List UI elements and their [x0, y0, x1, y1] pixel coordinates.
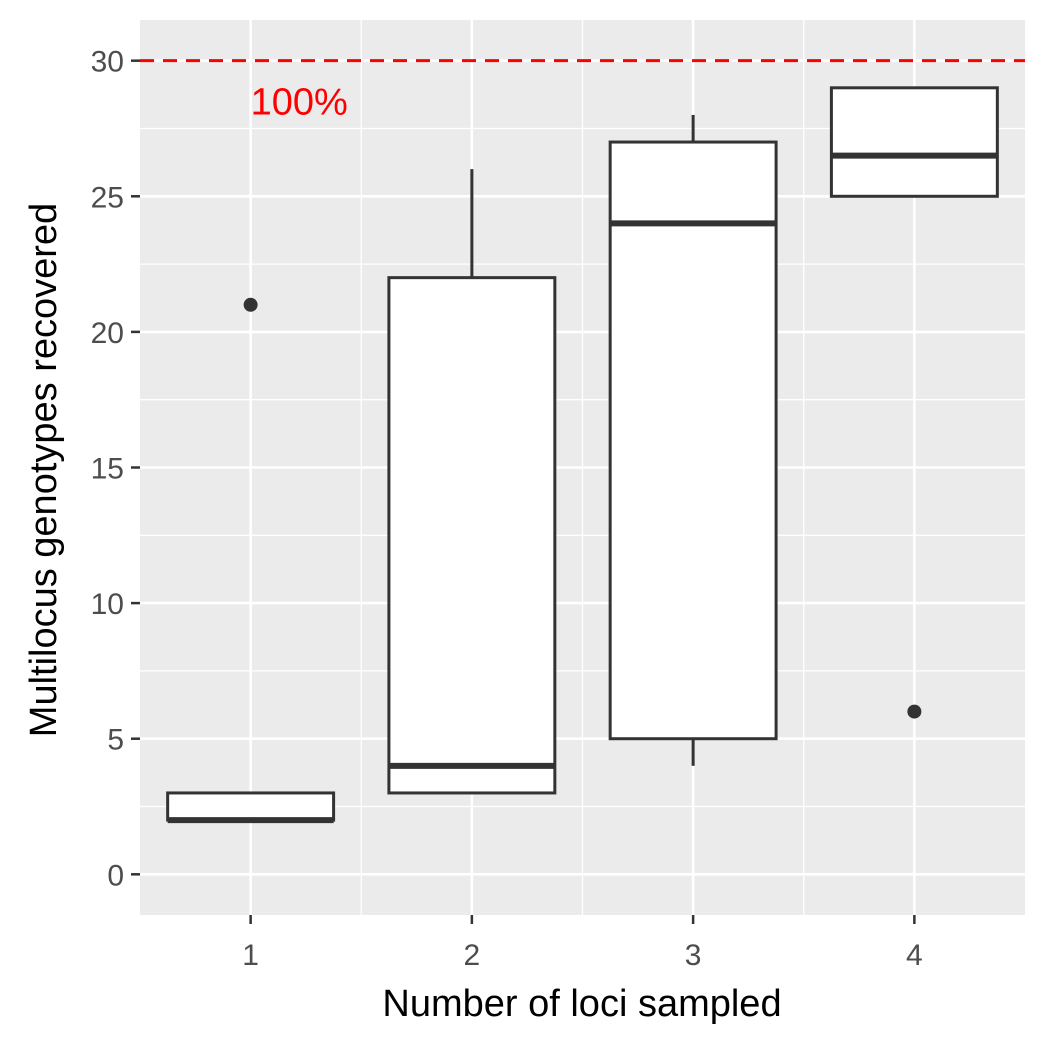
box-3 [608, 114, 778, 766]
y-tick-label: 25 [91, 181, 124, 214]
x-tick-label: 1 [242, 939, 259, 972]
annotation-group: 100% [251, 81, 348, 123]
outlier-point [907, 704, 922, 719]
y-tick-label: 5 [107, 724, 124, 757]
x-axis-title: Number of loci sampled [382, 983, 781, 1025]
box-body [608, 140, 778, 741]
outlier-point [243, 297, 258, 312]
box-body [166, 791, 336, 822]
y-tick-label: 20 [91, 317, 124, 350]
y-tick-label: 15 [91, 453, 124, 486]
box-series [166, 86, 999, 824]
y-axis: 0 5 10 15 20 25 30 [91, 46, 140, 892]
y-tick-label: 0 [107, 859, 124, 892]
x-tick-label: 4 [906, 939, 923, 972]
box-body [829, 86, 999, 198]
box-1 [166, 297, 336, 824]
y-tick-label: 10 [91, 588, 124, 621]
y-tick-label: 30 [91, 46, 124, 79]
box-4 [829, 86, 999, 719]
box-body [387, 276, 557, 795]
y-axis-title: Multilocus genotypes recovered [23, 203, 65, 737]
x-tick-label: 3 [685, 939, 702, 972]
box-2 [387, 169, 557, 795]
annotation-100-percent: 100% [251, 81, 348, 123]
x-axis: 1 2 3 4 [242, 915, 923, 972]
x-tick-label: 2 [464, 939, 481, 972]
